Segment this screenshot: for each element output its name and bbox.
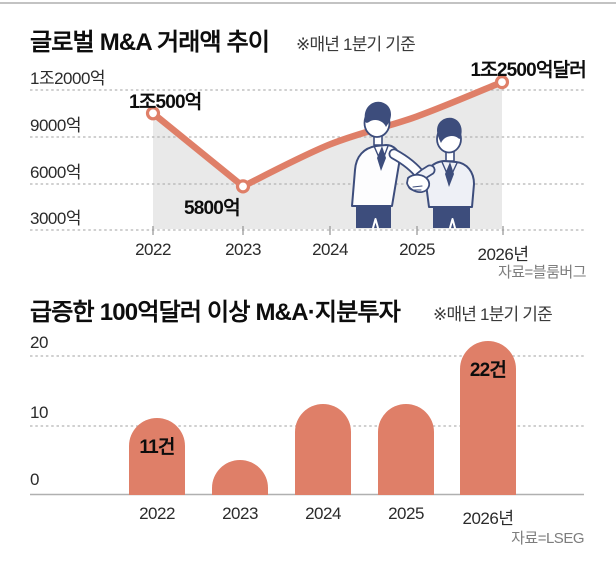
x-ticks [152, 226, 504, 235]
data-point-marker [494, 74, 510, 90]
y-tick-label: 9000억 [30, 116, 81, 135]
x-tick-label: 2022 [139, 504, 175, 523]
gridlines [30, 89, 584, 231]
top-chart-title: 글로벌 M&A 거래액 추이 [30, 29, 270, 56]
left-tie [377, 146, 386, 171]
right-hair [437, 117, 462, 143]
y-tick-label: 20 [30, 333, 48, 352]
bar-2023 [212, 460, 268, 495]
top-chart-note: ※매년 1분기 기준 [296, 35, 416, 54]
x-tick-label: 2023 [222, 504, 258, 523]
y-tick-label: 6000억 [30, 163, 81, 182]
bar-2024 [295, 404, 351, 495]
x-tick-label: 2025 [388, 504, 424, 523]
x-tick-label: 2024 [312, 240, 348, 259]
data-point-markers [145, 74, 510, 194]
point-label-2026: 1조2500억달러 [470, 60, 586, 81]
bar-2026년 [460, 341, 516, 495]
ma-deal-count-bar-chart [30, 341, 584, 496]
point-label-2022: 1조500억 [129, 92, 202, 113]
x-tick-label: 2024 [305, 504, 341, 523]
top-divider [0, 2, 616, 4]
right-trousers [433, 206, 470, 228]
x-tick-label: 2022 [135, 240, 171, 259]
bar-2022 [129, 418, 185, 495]
y-tick-label: 10 [30, 403, 48, 422]
x-tick-label: 2026년 [462, 509, 514, 528]
ma-deal-value-line-chart [30, 74, 584, 235]
y-tick-label: 1조2000억 [30, 69, 106, 88]
x-tick-label: 2026년 [477, 245, 529, 264]
point-label-2023: 5800억 [184, 198, 241, 219]
x-tick-label: 2023 [225, 240, 261, 259]
y-tick-label: 0 [30, 470, 39, 489]
bottom-chart-source: 자료=LSEG [511, 530, 584, 547]
bar-label-2026: 22건 [469, 360, 507, 381]
right-tie [445, 162, 454, 187]
top-chart-source: 자료=블룸버그 [497, 264, 587, 281]
left-hair [364, 101, 391, 127]
data-point-marker [145, 106, 161, 121]
handshake-illustration [351, 101, 475, 229]
bar-label-2022: 11건 [139, 437, 175, 458]
y-tick-label: 3000억 [30, 209, 81, 228]
bottom-chart-title: 급증한 100억달러 이상 M&A·지분투자 [30, 299, 401, 326]
x-tick-label: 2025 [399, 240, 435, 259]
bar-2025 [378, 404, 434, 495]
data-point-marker [235, 179, 251, 194]
clasped-hands [406, 173, 431, 194]
bottom-chart-note: ※매년 1분기 기준 [433, 305, 553, 324]
bars [129, 341, 516, 495]
businessman-left-figure [351, 101, 427, 229]
